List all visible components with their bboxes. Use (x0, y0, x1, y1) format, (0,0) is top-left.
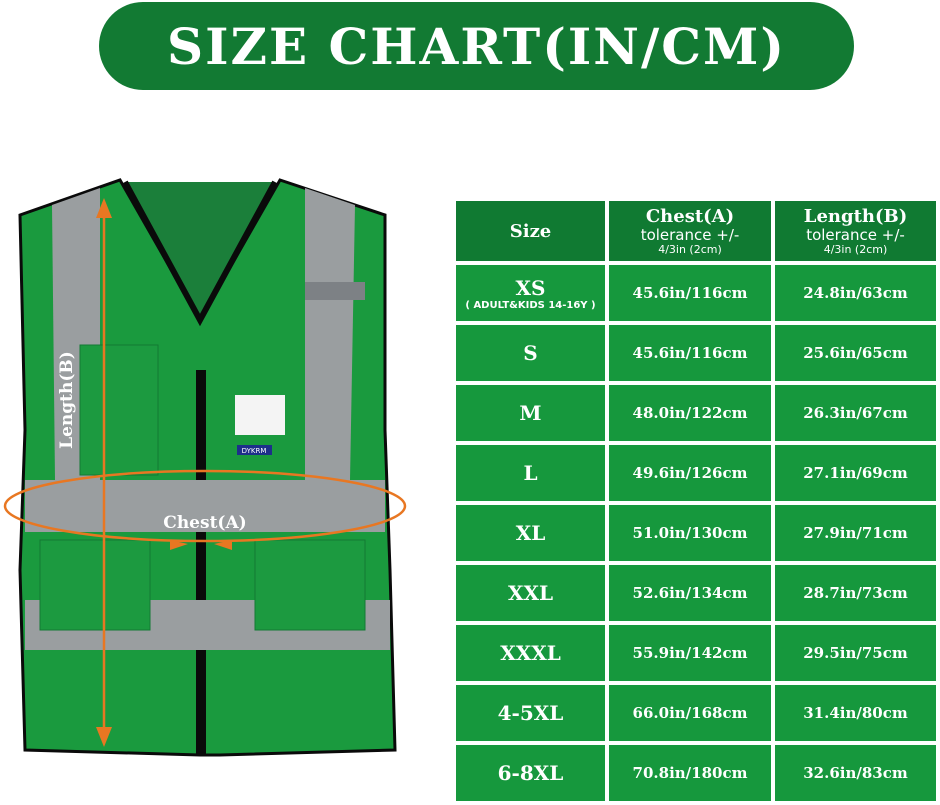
length-label: Length(B) (57, 351, 77, 449)
vest-illustration: DYKRM Length(B) Chest(A) (3, 178, 407, 757)
header-length-tolerance-value: 4/3in (2cm) (823, 243, 888, 256)
size-cell: 4-5XL (456, 685, 605, 741)
chest-cell: 52.6in/134cm (609, 565, 771, 621)
table-row: XXL 52.6in/134cm 28.7in/73cm (456, 565, 936, 621)
size-cell: XS( ADULT&KIDS 14-16Y ) (456, 265, 605, 321)
size-note: ( ADULT&KIDS 14-16Y ) (465, 299, 596, 311)
length-cell: 26.3in/67cm (775, 385, 936, 441)
reflective-patch (305, 282, 365, 300)
table-row: 4-5XL 66.0in/168cm 31.4in/80cm (456, 685, 936, 741)
table-row: XXXL 55.9in/142cm 29.5in/75cm (456, 625, 936, 681)
chest-cell: 55.9in/142cm (609, 625, 771, 681)
chest-arrow-right (214, 540, 232, 550)
chest-cell: 66.0in/168cm (609, 685, 771, 741)
header-size: Size (456, 201, 605, 261)
length-cell: 24.8in/63cm (775, 265, 936, 321)
size-cell: XXXL (456, 625, 605, 681)
id-card-holder (235, 395, 285, 435)
table-row: 6-8XL 70.8in/180cm 32.6in/83cm (456, 745, 936, 801)
brand-tag-text: DYKRM (242, 447, 267, 455)
length-arrow (96, 198, 112, 747)
table-row: M 48.0in/122cm 26.3in/67cm (456, 385, 936, 441)
size-cell: 6-8XL (456, 745, 605, 801)
table-row: S 45.6in/116cm 25.6in/65cm (456, 325, 936, 381)
length-cell: 31.4in/80cm (775, 685, 936, 741)
size-chart-title: SIZE CHART(IN/CM) (99, 2, 854, 90)
size-cell: L (456, 445, 605, 501)
header-chest-label: Chest(A) (645, 206, 735, 227)
length-cell: 27.9in/71cm (775, 505, 936, 561)
chest-cell: 49.6in/126cm (609, 445, 771, 501)
right-pocket (254, 539, 366, 631)
size-cell: XXL (456, 565, 605, 621)
header-size-label: Size (509, 220, 552, 242)
size-value: XS (515, 275, 546, 300)
chest-arrow-left (170, 540, 188, 550)
header-chest-tolerance: tolerance +/- (640, 226, 740, 244)
chest-ellipse (3, 469, 407, 543)
length-cell: 27.1in/69cm (775, 445, 936, 501)
header-chest-tolerance-value: 4/3in (2cm) (658, 243, 722, 256)
left-pocket (39, 539, 151, 631)
header-length: Length(B) tolerance +/- 4/3in (2cm) (775, 201, 936, 261)
chest-cell: 45.6in/116cm (609, 265, 771, 321)
zipper (196, 370, 206, 755)
brand-tag (237, 445, 272, 455)
chest-label: Chest(A) (163, 513, 246, 533)
length-cell: 32.6in/83cm (775, 745, 936, 801)
size-cell: XL (456, 505, 605, 561)
length-cell: 29.5in/75cm (775, 625, 936, 681)
length-cell: 25.6in/65cm (775, 325, 936, 381)
chest-cell: 51.0in/130cm (609, 505, 771, 561)
chest-cell: 45.6in/116cm (609, 325, 771, 381)
size-cell: M (456, 385, 605, 441)
header-length-tolerance: tolerance +/- (806, 226, 905, 244)
size-table: Size Chest(A) tolerance +/- 4/3in (2cm) … (452, 197, 940, 805)
header-chest: Chest(A) tolerance +/- 4/3in (2cm) (609, 201, 771, 261)
chest-cell: 70.8in/180cm (609, 745, 771, 801)
table-row: XS( ADULT&KIDS 14-16Y ) 45.6in/116cm 24.… (456, 265, 936, 321)
table-row: XL 51.0in/130cm 27.9in/71cm (456, 505, 936, 561)
size-cell: S (456, 325, 605, 381)
length-cell: 28.7in/73cm (775, 565, 936, 621)
table-row: L 49.6in/126cm 27.1in/69cm (456, 445, 936, 501)
pen-pocket (79, 344, 159, 476)
chest-cell: 48.0in/122cm (609, 385, 771, 441)
header-length-label: Length(B) (803, 206, 908, 227)
table-header-row: Size Chest(A) tolerance +/- 4/3in (2cm) … (456, 201, 936, 261)
